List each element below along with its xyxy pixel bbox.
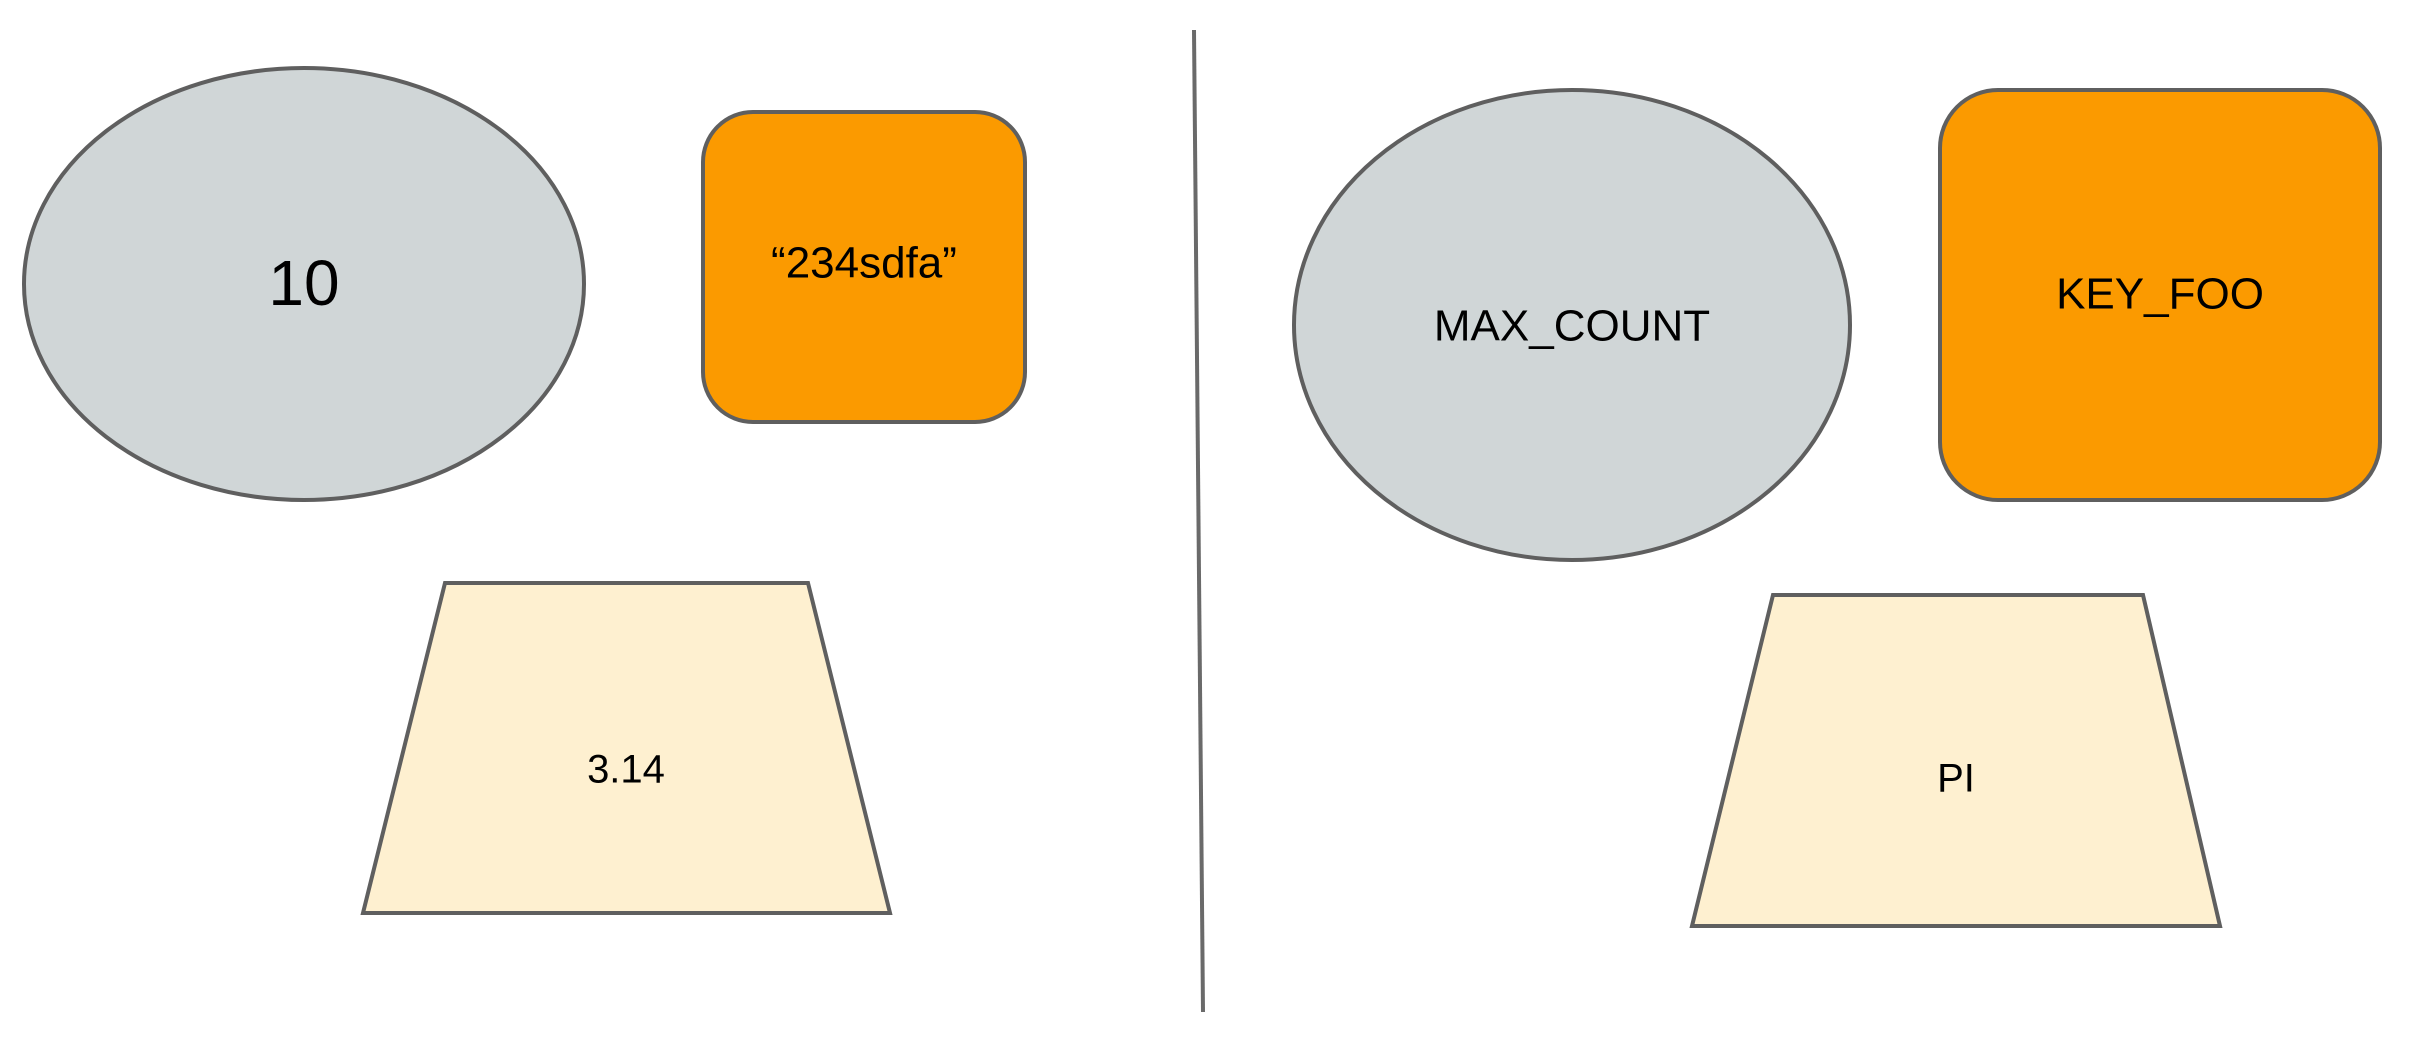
- panel-divider: [1192, 29, 1205, 1013]
- left-trapezoid: [360, 581, 893, 915]
- left-rounded-rect: [701, 110, 1027, 424]
- right-ellipse-label: MAX_COUNT: [1434, 302, 1710, 351]
- left-panel: 10 “234sdfa” 3.14: [22, 66, 1027, 915]
- right-trapezoid: [1689, 593, 2223, 928]
- right-rounded-rect-label: KEY_FOO: [2056, 270, 2264, 319]
- left-rounded-rect-label: “234sdfa”: [771, 239, 957, 288]
- left-ellipse: [22, 66, 586, 502]
- left-ellipse-label: 10: [268, 247, 339, 319]
- right-ellipse: [1292, 88, 1852, 562]
- left-trapezoid-label: 3.14: [587, 748, 665, 792]
- right-trapezoid-label: PI: [1937, 757, 1975, 801]
- right-rounded-rect: [1938, 88, 2382, 502]
- right-panel: MAX_COUNT KEY_FOO PI: [1292, 88, 2382, 928]
